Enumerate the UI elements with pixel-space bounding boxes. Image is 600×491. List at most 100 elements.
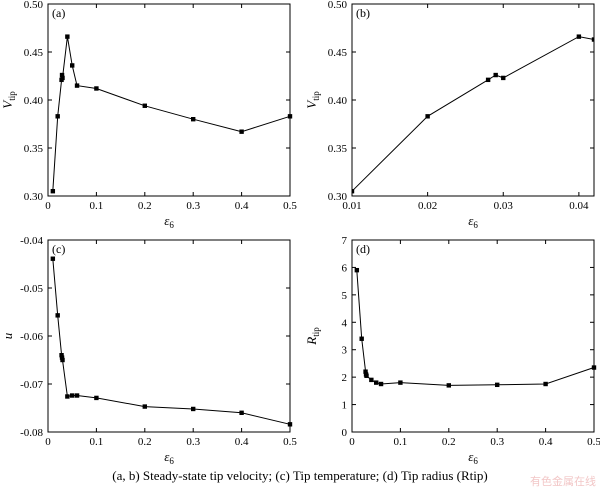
panel-c-xlabel: ε6 [164,449,174,466]
panel-c-frame [47,239,291,433]
panel-d-point [354,267,360,273]
panel-c-series [50,256,293,427]
panel-a-point [142,103,147,108]
panel-a-point [239,129,244,134]
panel-b-ytick-label: 0.30 [328,191,348,203]
panel-c-xtick-label: 0.5 [283,436,297,448]
panel-d-ylabel: Rtip [304,327,321,346]
panel-d-xtick-label: 0.1 [394,436,408,448]
panel-d-ytick-label: 5 [342,290,348,302]
panel-c-point [60,357,65,363]
panel-c-point [55,313,60,318]
panel-c-point [239,410,244,415]
panel-a-ylabel: Vtip [0,91,17,109]
panel-d-point [374,380,379,385]
panel-d-xtick-label: 0.4 [539,436,553,448]
panel-b-point [576,34,582,39]
panel-b-xtick-label: 0.04 [569,200,589,212]
panel-d-series [354,267,597,388]
panel-a-point [55,114,60,119]
panel-c-point [50,256,56,261]
panel-d-xtick-label: 0 [349,436,355,448]
panel-c-point [65,394,70,399]
panel-a-frame [47,3,291,197]
panel-a-xtick-label: 0.3 [186,200,200,212]
panel-a-point [65,34,70,39]
panel-c-ytick-label: -0.07 [20,379,43,391]
panel-d-point [398,380,403,385]
panel-d-ytick-label: 7 [342,235,348,247]
panel-c-letter: (c) [52,242,65,256]
panel-d-ytick-label: 4 [342,317,348,329]
panel-a-xtick-label: 0 [45,200,51,212]
panel-c-ytick-label: -0.05 [20,283,43,295]
panel-b: 0.01 0.02 0.03 0.04 0.30 0.35 0.40 0.45 0.50 (b) ε… [304,0,595,230]
panel-b-point [425,114,430,119]
panel-c-ytick-label: -0.08 [20,427,43,439]
panel-b-ytick-label: 0.35 [328,143,348,155]
panel-a-series-line [52,36,291,192]
panel-b-xtick-label: 0.03 [494,200,514,212]
panel-d-frame [351,239,595,433]
panel-a: 0 0.1 0.2 0.3 0.4 0.5 0.30 0.35 0.40 0.45 0.50 (a) ε… [0,0,297,230]
panel-b-xtick-label: 0.02 [418,200,437,212]
panel-c-point [70,393,75,398]
panel-a-xtick-label: 0.2 [138,200,152,212]
panel-c-point [191,406,196,412]
panel-d-point [363,369,368,374]
panel-a-ytick-label: 0.30 [24,191,44,203]
panel-b-ytick-label: 0.45 [328,47,348,59]
panel-b-series [352,34,594,194]
panel-d-point [369,377,374,383]
panel-d-point [591,365,597,370]
panel-c-point [74,393,80,398]
panel-c: 0 0.1 0.2 0.3 0.4 0.5 -0.08 -0.07 -0.06 -0.05 -0.0… [0,235,297,466]
panel-b-frame [351,3,595,197]
panel-c-point [94,395,99,401]
panel-b-point [485,77,491,83]
panel-d: 0 0.1 0.2 0.3 0.4 0.5 0 1 2 3 4 5 6 7 (d) ε6 Rtip [304,235,600,466]
watermark: 有色金属在线 [530,475,596,488]
panel-a-point [60,75,65,81]
panel-c-xtick-label: 0 [45,436,51,448]
panel-a-xtick-label: 0.1 [90,200,104,212]
panel-a-point [50,189,56,194]
panel-b-point [493,72,498,78]
panel-c-xtick-label: 0.3 [186,436,200,448]
panel-b-series-line [352,36,594,192]
panel-a-xlabel: ε6 [164,213,174,230]
panel-c-point [59,353,64,358]
panel-a-ytick-label: 0.35 [24,143,44,155]
panel-c-xtick-label: 0.4 [235,436,249,448]
panel-a-letter: (a) [52,6,65,20]
panel-d-xlabel: ε6 [468,449,478,466]
panel-c-series-line [52,258,291,425]
panel-c-ytick-label: -0.06 [20,331,43,343]
panel-c-point [142,404,147,409]
panel-a-point [94,86,99,91]
panel-b-ytick-label: 0.40 [328,95,348,107]
panel-d-xtick-label: 0.5 [587,436,600,448]
panel-d-point [543,381,548,387]
panel-d-point [378,381,384,387]
panel-a-point [74,83,80,88]
panel-a-xtick-label: 0.5 [283,200,297,212]
panel-a-series [50,34,293,194]
panel-c-ylabel: u [0,332,15,339]
panel-b-ytick-label: 0.50 [328,0,348,11]
panel-c-point [287,422,293,427]
panel-a-point [191,117,196,122]
panel-d-ytick-label: 3 [342,345,348,357]
panel-b-point [591,37,594,42]
panel-a-point [70,63,75,68]
panel-c-xtick-label: 0.1 [90,436,104,448]
panel-d-point [446,383,451,388]
panel-b-point [352,189,355,194]
panel-a-ytick-label: 0.45 [24,47,44,59]
panel-d-ytick-label: 0 [342,427,348,439]
panel-d-series-line [356,270,595,386]
panel-b-letter: (b) [356,6,370,20]
panel-b-point [501,75,506,81]
panel-c-xtick-label: 0.2 [138,436,152,448]
